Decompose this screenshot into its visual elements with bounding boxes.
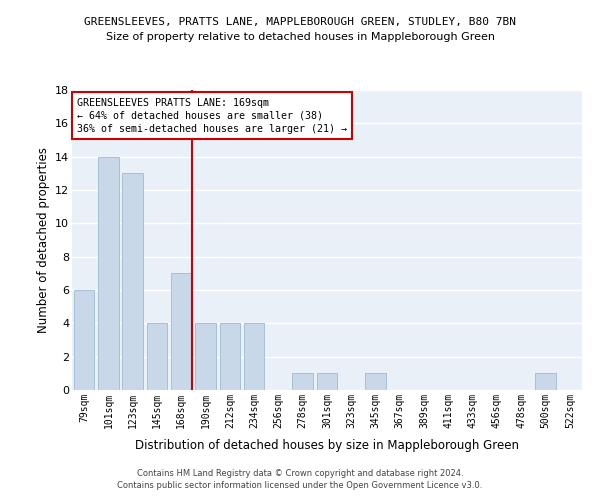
Y-axis label: Number of detached properties: Number of detached properties: [37, 147, 50, 333]
Text: GREENSLEEVES PRATTS LANE: 169sqm
← 64% of detached houses are smaller (38)
36% o: GREENSLEEVES PRATTS LANE: 169sqm ← 64% o…: [77, 98, 347, 134]
Bar: [220, 324, 240, 390]
Text: GREENSLEEVES, PRATTS LANE, MAPPLEBOROUGH GREEN, STUDLEY, B80 7BN: GREENSLEEVES, PRATTS LANE, MAPPLEBOROUGH…: [84, 18, 516, 28]
Bar: [365, 374, 386, 390]
Bar: [244, 324, 265, 390]
Bar: [535, 374, 556, 390]
Bar: [292, 374, 313, 390]
Bar: [317, 374, 337, 390]
Bar: [74, 290, 94, 390]
X-axis label: Distribution of detached houses by size in Mappleborough Green: Distribution of detached houses by size …: [135, 439, 519, 452]
Text: Contains HM Land Registry data © Crown copyright and database right 2024.
Contai: Contains HM Land Registry data © Crown c…: [118, 468, 482, 490]
Bar: [146, 324, 167, 390]
Text: Size of property relative to detached houses in Mappleborough Green: Size of property relative to detached ho…: [106, 32, 494, 42]
Bar: [195, 324, 216, 390]
Bar: [171, 274, 191, 390]
Bar: [122, 174, 143, 390]
Bar: [98, 156, 119, 390]
